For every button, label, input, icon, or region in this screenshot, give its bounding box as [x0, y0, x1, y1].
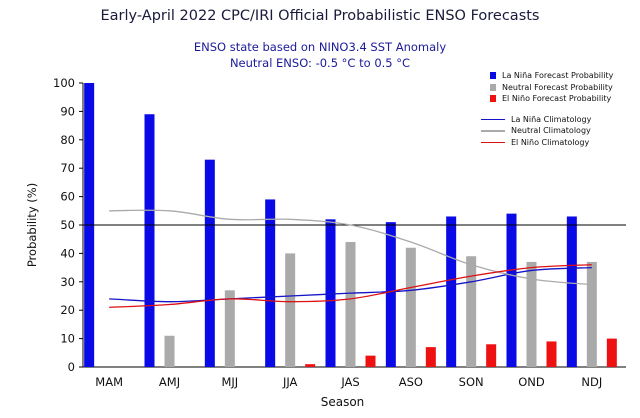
bar-la-ni-a-forecast-probability	[506, 213, 517, 367]
bar-la-ni-a-forecast-probability	[566, 216, 577, 367]
y-tick-label: 30	[60, 275, 75, 289]
bar-neutral-forecast-probability	[164, 335, 175, 367]
x-tick-label: ASO	[399, 375, 423, 389]
x-tick-label: OND	[518, 375, 545, 389]
x-tick-label: JAS	[340, 375, 359, 389]
bar-el-ni-o-forecast-probability	[305, 364, 316, 367]
y-tick-label: 0	[68, 360, 75, 374]
line-el-ni-o-climatology	[109, 264, 592, 309]
legend-item: La Niña Climatology	[481, 114, 613, 126]
legend-line-la-nina	[481, 118, 505, 120]
legend-label: La Niña Forecast Probability	[502, 71, 614, 81]
x-tick-label: SON	[459, 375, 484, 389]
legend-label: El Niño Forecast Probability	[502, 94, 612, 104]
y-tick-label: 20	[60, 303, 75, 317]
legend: La Niña Forecast Probability Neutral For…	[481, 70, 613, 149]
bar-neutral-forecast-probability	[526, 261, 537, 367]
legend-label: El Niño Climatology	[511, 137, 590, 147]
bar-la-ni-a-forecast-probability	[265, 199, 276, 367]
legend-line-el-nino	[481, 141, 505, 143]
bar-la-ni-a-forecast-probability	[385, 222, 396, 367]
bar-neutral-forecast-probability	[345, 242, 356, 367]
bar-neutral-forecast-probability	[224, 290, 235, 367]
x-tick-label: JJA	[282, 375, 298, 389]
chart-title: Early-April 2022 CPC/IRI Official Probab…	[100, 8, 540, 24]
y-tick-label: 90	[60, 104, 75, 118]
y-tick-label: 70	[60, 161, 75, 175]
legend-swatch-neutral	[490, 83, 496, 91]
line-neutral-climatology	[109, 209, 592, 286]
y-tick-label: 10	[60, 332, 75, 346]
bar-el-ni-o-forecast-probability	[425, 347, 436, 367]
bar-neutral-forecast-probability	[586, 261, 597, 367]
bar-el-ni-o-forecast-probability	[606, 338, 617, 367]
legend-label: La Niña Climatology	[511, 114, 592, 124]
legend-item: Neutral Climatology	[481, 125, 613, 137]
y-tick-label: 50	[60, 218, 75, 232]
legend-item: La Niña Forecast Probability	[488, 70, 613, 82]
legend-swatch-el-nino	[490, 95, 496, 103]
x-tick-label: MJJ	[221, 375, 238, 389]
y-tick-label: 100	[53, 76, 75, 90]
bar-la-ni-a-forecast-probability	[144, 114, 155, 368]
y-tick-label: 40	[60, 246, 75, 260]
bar-el-ni-o-forecast-probability	[486, 344, 497, 367]
legend-item: Neutral Forecast Probability	[488, 82, 613, 94]
line-la-ni-a-climatology	[109, 266, 592, 303]
bar-la-ni-a-forecast-probability	[446, 216, 457, 367]
legend-item: El Niño Climatology	[481, 137, 613, 149]
x-axis-label: Season	[321, 395, 365, 409]
legend-item: El Niño Forecast Probability	[488, 93, 613, 105]
bar-la-ni-a-forecast-probability	[325, 219, 336, 367]
bar-neutral-forecast-probability	[466, 256, 477, 367]
y-axis-label: Probability (%)	[25, 183, 39, 267]
x-tick-label: MAM	[95, 375, 123, 389]
y-tick-label: 80	[60, 133, 75, 147]
bar-neutral-forecast-probability	[285, 253, 296, 367]
y-tick-label: 60	[60, 190, 75, 204]
chart-subtitle-2: Neutral ENSO: -0.5 °C to 0.5 °C	[229, 56, 411, 70]
legend-label: Neutral Climatology	[511, 126, 591, 136]
legend-swatch-la-nina	[490, 72, 496, 80]
legend-label: Neutral Forecast Probability	[502, 82, 613, 92]
bar-neutral-forecast-probability	[405, 247, 416, 367]
x-tick-label: NDJ	[581, 375, 602, 389]
bar-el-ni-o-forecast-probability	[546, 341, 557, 367]
chart-subtitle-1: ENSO state based on NINO3.4 SST Anomaly	[193, 40, 447, 54]
legend-line-neutral	[481, 130, 505, 132]
bar-la-ni-a-forecast-probability	[204, 159, 215, 367]
bar-el-ni-o-forecast-probability	[365, 355, 376, 367]
x-tick-label: AMJ	[159, 375, 180, 389]
